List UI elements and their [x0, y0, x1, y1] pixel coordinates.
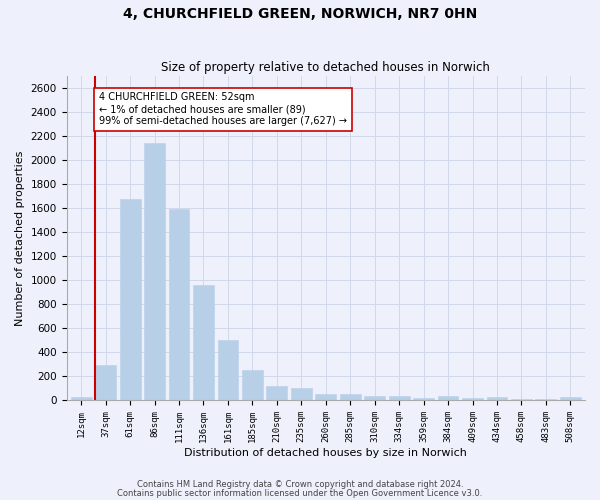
Bar — [364, 396, 385, 400]
Title: Size of property relative to detached houses in Norwich: Size of property relative to detached ho… — [161, 62, 490, 74]
Text: 4 CHURCHFIELD GREEN: 52sqm
← 1% of detached houses are smaller (89)
99% of semi-: 4 CHURCHFIELD GREEN: 52sqm ← 1% of detac… — [99, 92, 347, 126]
Bar — [95, 364, 116, 400]
Bar — [511, 399, 532, 400]
Text: Contains HM Land Registry data © Crown copyright and database right 2024.: Contains HM Land Registry data © Crown c… — [137, 480, 463, 489]
Bar — [413, 398, 434, 400]
Bar — [144, 143, 165, 400]
Bar — [169, 209, 190, 400]
Bar — [193, 284, 214, 400]
Text: Contains public sector information licensed under the Open Government Licence v3: Contains public sector information licen… — [118, 489, 482, 498]
Y-axis label: Number of detached properties: Number of detached properties — [15, 150, 25, 326]
Bar — [71, 397, 92, 400]
X-axis label: Distribution of detached houses by size in Norwich: Distribution of detached houses by size … — [184, 448, 467, 458]
Bar — [437, 396, 458, 400]
Bar — [487, 397, 508, 400]
Bar — [389, 396, 410, 400]
Bar — [316, 394, 336, 400]
Bar — [120, 200, 140, 400]
Bar — [266, 386, 287, 400]
Bar — [462, 398, 483, 400]
Text: 4, CHURCHFIELD GREEN, NORWICH, NR7 0HN: 4, CHURCHFIELD GREEN, NORWICH, NR7 0HN — [123, 8, 477, 22]
Bar — [218, 340, 238, 400]
Bar — [242, 370, 263, 400]
Bar — [340, 394, 361, 400]
Bar — [560, 397, 581, 400]
Bar — [291, 388, 312, 400]
Bar — [535, 399, 556, 400]
